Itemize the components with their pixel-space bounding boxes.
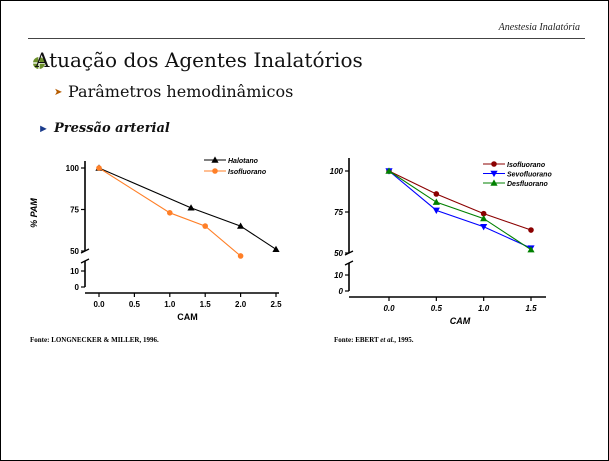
point-desfluorano [480, 214, 488, 222]
y-axis-break-bottom [80, 258, 90, 264]
x-axis-label: CAM [177, 312, 198, 322]
chart-mmhg-ebert: 10075501000.00.51.01.5CAMmmHgIsofluorano… [330, 158, 552, 326]
legend-label-isofluorano: Isofluorano [507, 162, 546, 169]
bullet-icon [33, 57, 45, 69]
slide-title: Atuação dos Agentes Inalatórios [35, 48, 363, 72]
series-line-halotano [98, 167, 277, 250]
source-left: Fonte: LONGNECKER & MILLER, 1996. [30, 336, 159, 344]
series-line-isofluorano [98, 167, 241, 257]
y-tick-label: 75 [70, 206, 79, 215]
section-heading: Pressão arterial [54, 121, 170, 136]
series-line-desfluorano [388, 170, 532, 251]
legend-label-halotano: Halotano [228, 158, 259, 165]
y-tick-label: 10 [334, 271, 343, 280]
y-tick-label: 75 [334, 208, 343, 217]
point-isofluorano [96, 165, 102, 171]
x-tick-label: 2.0 [235, 300, 247, 309]
x-tick-label: 0.0 [93, 300, 105, 309]
legend-label-isofluorano: Isofluorano [228, 169, 267, 176]
legend-label-sevofluorano: Sevofluorano [507, 172, 552, 179]
series-line-isofluorano [388, 170, 532, 231]
arrow-bullet-icon: ➤ [54, 87, 63, 98]
header-divider [28, 38, 585, 39]
x-tick-label: 1.5 [200, 300, 212, 309]
point-isofluorano [237, 253, 244, 259]
y-axis-break-bottom [344, 260, 354, 266]
legend-marker-halotano [211, 156, 219, 163]
slide-subtitle: Parâmetros hemodinâmicos [68, 82, 294, 101]
x-tick-label: 0.0 [383, 304, 395, 313]
point-isofluorano [202, 223, 208, 229]
x-tick-label: 0.5 [431, 304, 443, 313]
y-tick-label: 50 [70, 247, 79, 256]
legend-marker-desfluorano [490, 179, 498, 186]
source-right-suffix: , 1995. [394, 336, 414, 344]
point-halotano [187, 204, 195, 211]
point-isofluorano [528, 227, 534, 233]
series-line-sevofluorano [388, 170, 532, 249]
source-right-prefix: Fonte: EBERT [334, 336, 381, 344]
point-sevofluorano [432, 207, 440, 214]
y-tick-label: 0 [339, 287, 344, 296]
x-tick-label: 1.5 [525, 304, 537, 313]
x-tick-label: 0.5 [129, 300, 141, 309]
y-tick-label: 100 [330, 167, 344, 176]
triangle-bullet-icon: ► [38, 123, 49, 135]
point-desfluorano [385, 167, 393, 174]
legend-marker-isofluorano [212, 168, 218, 174]
point-desfluorano [527, 246, 535, 253]
legend-label-desfluorano: Desfluorano [507, 181, 549, 188]
y-tick-label: 0 [75, 283, 80, 292]
x-tick-label: 1.0 [478, 304, 490, 313]
x-axis-label: CAM [450, 316, 471, 326]
legend-marker-sevofluorano [490, 170, 498, 178]
point-sevofluorano [480, 224, 488, 231]
point-isofluorano [167, 210, 173, 216]
source-right: Fonte: EBERT et al., 1995. [334, 336, 414, 344]
y-tick-label: 10 [70, 267, 79, 276]
legend-marker-isofluorano [491, 161, 497, 167]
x-tick-label: 2.5 [270, 300, 282, 309]
header-label: Anestesia Inalatória [498, 22, 580, 33]
source-right-etal: et al. [380, 336, 395, 344]
y-tick-label: 100 [66, 164, 80, 173]
y-axis-label: % PAM [29, 198, 39, 228]
point-halotano [237, 222, 245, 229]
x-tick-label: 1.0 [164, 300, 176, 309]
point-halotano [272, 245, 280, 253]
point-isofluorano [433, 191, 440, 197]
point-isofluorano [480, 210, 487, 217]
point-desfluorano [432, 198, 440, 205]
y-tick-label: 50 [334, 249, 343, 258]
